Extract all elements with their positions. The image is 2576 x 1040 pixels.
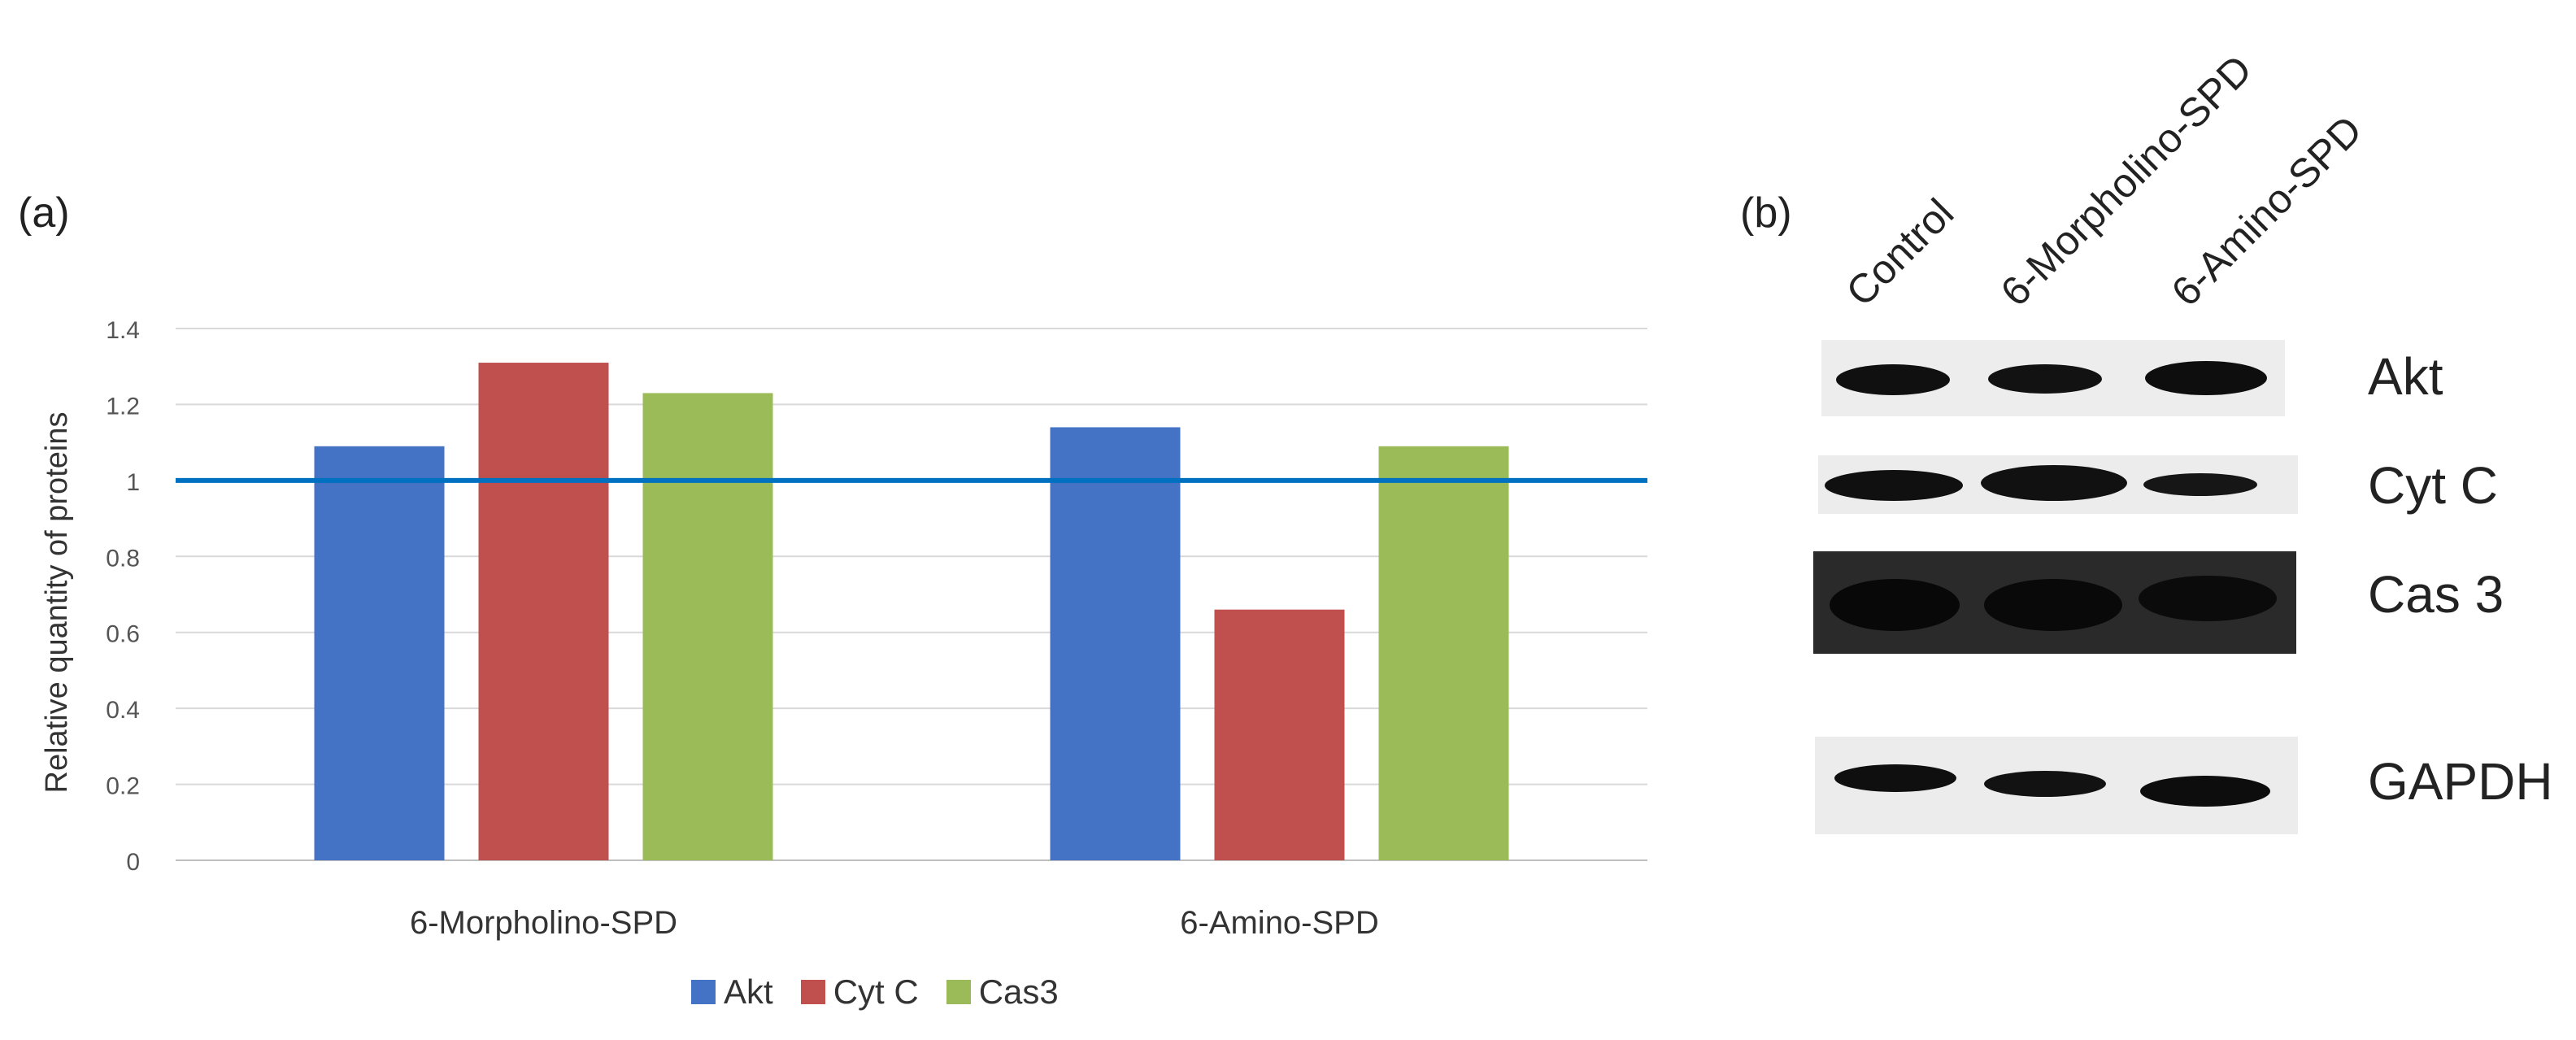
blot-akt — [1821, 340, 2285, 416]
x-category-label: 6-Amino-SPD — [1180, 905, 1379, 941]
band-gapdh-control — [1834, 764, 1956, 792]
band-gapdh-morpholino — [1984, 771, 2106, 797]
y-tick-label: 0.2 — [106, 773, 140, 800]
bar-cytc-amino — [1214, 609, 1345, 860]
blot-cas3 — [1813, 551, 2296, 654]
legend-label-akt: Akt — [724, 973, 773, 1011]
legend-label-cas3: Cas3 — [978, 973, 1059, 1011]
band-gapdh-amino — [2140, 776, 2270, 807]
y-tick-label: 0 — [126, 849, 140, 876]
protein-label-cytc: Cyt C — [2368, 456, 2498, 515]
panel-b-label: (b) — [1740, 189, 1792, 237]
legend-item-akt: Akt — [691, 973, 773, 1012]
band-cytc-amino — [2143, 473, 2257, 496]
bar-akt-amino — [1050, 427, 1181, 860]
y-tick-label: 0.4 — [106, 697, 140, 724]
band-cytc-control — [1825, 470, 1963, 501]
protein-label-gapdh: GAPDH — [2368, 752, 2553, 811]
band-akt-amino — [2145, 361, 2267, 395]
x-category-label: 6-Morpholino-SPD — [410, 905, 677, 941]
legend-swatch-akt — [691, 980, 716, 1004]
y-tick-label: 1 — [126, 469, 140, 496]
bar-cas3-amino — [1378, 446, 1509, 860]
protein-label-cas3: Cas 3 — [2368, 565, 2504, 624]
bar-cytc-morpholino — [478, 363, 609, 860]
blot-cytc — [1818, 455, 2298, 514]
blot-gapdh — [1815, 737, 2298, 834]
legend-swatch-cytc — [800, 980, 825, 1004]
y-tick-label: 0.8 — [106, 545, 140, 572]
lane-label-control: Control — [1837, 189, 1963, 315]
protein-label-akt: Akt — [2368, 347, 2443, 406]
legend-item-cytc: Cyt C — [800, 973, 919, 1012]
chart-legend: Akt Cyt C Cas3 — [691, 973, 1086, 1012]
band-cytc-morpholino — [1981, 465, 2127, 501]
band-cas3-morpholino — [1984, 579, 2122, 631]
panel-a-label: (a) — [18, 189, 70, 237]
bar-chart: 0 0.2 0.4 0.6 0.8 1 1.2 1.4 Relative quantity of… — [40, 317, 1647, 941]
band-cas3-control — [1830, 579, 1960, 631]
legend-item-cas3: Cas3 — [946, 973, 1059, 1012]
band-akt-control — [1836, 364, 1950, 395]
bar-akt-morpholino — [314, 446, 445, 860]
band-cas3-amino — [2139, 576, 2277, 621]
y-tick-label: 1.4 — [106, 317, 140, 344]
band-akt-morpholino — [1988, 364, 2102, 394]
legend-label-cytc: Cyt C — [833, 973, 919, 1011]
y-tick-label: 1.2 — [106, 393, 140, 420]
y-tick-label: 0.6 — [106, 621, 140, 648]
bar-cas3-morpholino — [642, 393, 773, 860]
legend-swatch-cas3 — [946, 980, 971, 1004]
y-axis-label: Relative quantity of proteins — [40, 412, 74, 794]
